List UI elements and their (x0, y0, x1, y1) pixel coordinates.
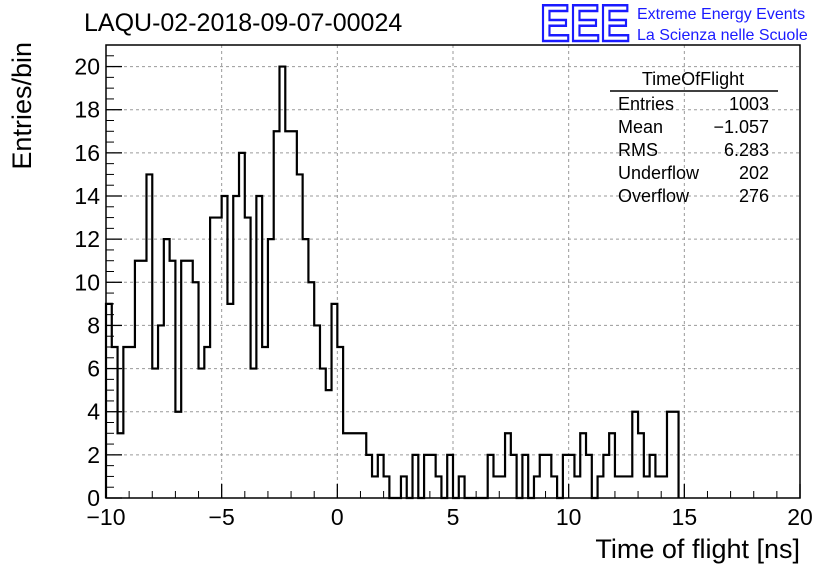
eee-logo-line2: La Scienza nelle Scuole (637, 27, 808, 44)
y-tick-label: 0 (87, 485, 100, 511)
y-tick-label: 10 (74, 269, 100, 295)
y-tick-label: 20 (74, 54, 100, 80)
grid-lines (106, 45, 800, 498)
eee-logo: EEE Extreme Energy Events La Scienza nel… (539, 0, 808, 54)
axis-ticks: −10 −5 0 5 10 15 20 0 2 4 6 8 10 12 14 16 18 20 (74, 44, 813, 530)
y-axis-title: Entries/bin (7, 42, 37, 170)
histogram-bars (104, 65, 680, 500)
x-tick-label: 20 (787, 504, 813, 530)
chart-title: LAQU-02-2018-09-07-00024 (84, 9, 402, 37)
y-tick-label: 2 (87, 442, 100, 468)
stats-label-underflow: Underflow (618, 163, 700, 183)
histogram-outline (104, 65, 680, 500)
y-tick-label: 6 (87, 356, 100, 382)
stats-label-rms: RMS (618, 140, 658, 160)
y-tick-label: 4 (87, 399, 100, 425)
x-tick-label: −10 (86, 504, 125, 530)
y-tick-label: 12 (74, 226, 100, 252)
x-axis-title: Time of flight [ns] (595, 534, 800, 564)
stats-label-mean: Mean (618, 117, 663, 137)
stats-title: TimeOfFlight (642, 69, 744, 89)
stats-value-rms: 6.283 (724, 140, 769, 160)
stats-value-mean: −1.057 (713, 117, 769, 137)
x-tick-label: 10 (556, 504, 582, 530)
y-tick-label: 18 (74, 97, 100, 123)
y-tick-label: 14 (74, 183, 100, 209)
x-tick-label: 0 (331, 504, 344, 530)
stats-value-overflow: 276 (739, 186, 769, 206)
stats-label-entries: Entries (618, 94, 674, 114)
stats-box: TimeOfFlight Entries 1003 Mean −1.057 RM… (610, 69, 778, 206)
eee-logo-line1: Extreme Energy Events (637, 6, 805, 23)
y-tick-label: 8 (87, 312, 100, 338)
x-tick-label: 5 (447, 504, 460, 530)
eee-logo-mark: EEE (540, 0, 630, 53)
x-tick-label: −5 (209, 504, 235, 530)
x-tick-label: 15 (672, 504, 698, 530)
stats-value-underflow: 202 (739, 163, 769, 183)
stats-value-entries: 1003 (729, 94, 769, 114)
y-tick-label: 16 (74, 140, 100, 166)
stats-label-overflow: Overflow (618, 186, 690, 206)
